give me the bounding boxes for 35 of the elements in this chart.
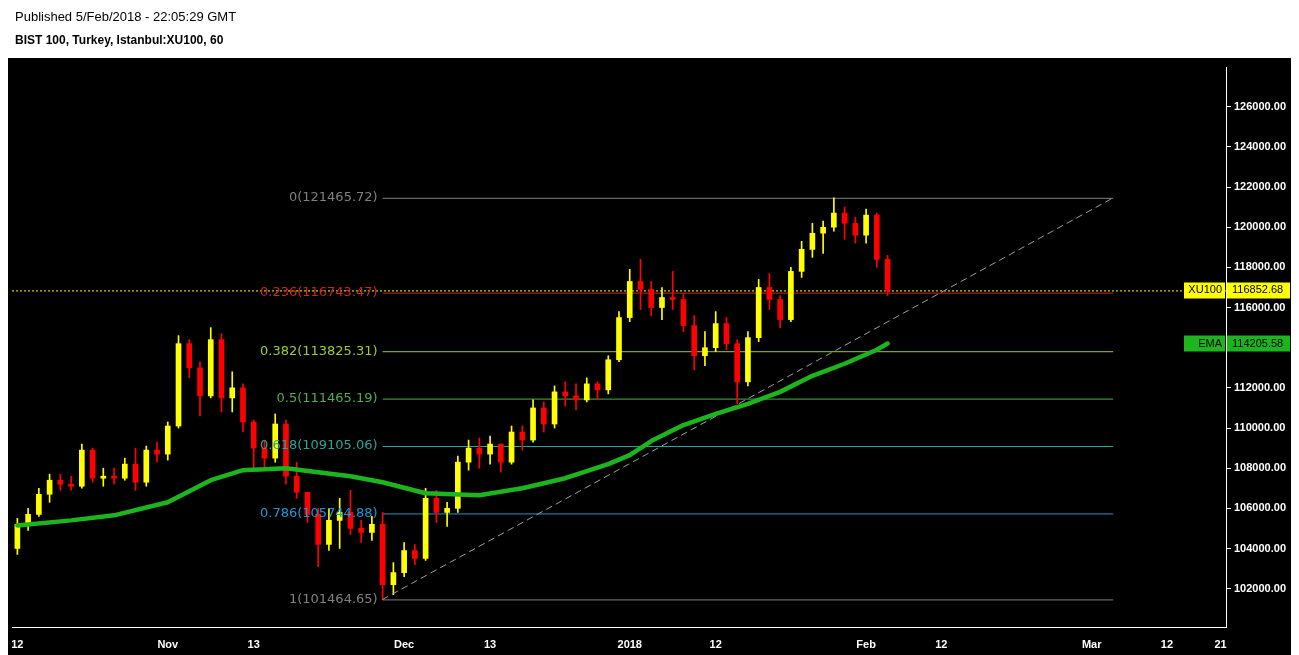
x-tick-label: 12 bbox=[1160, 638, 1174, 651]
text: XU100 bbox=[1188, 283, 1222, 296]
ref-line-label: 0.382(113825.31) bbox=[259, 342, 378, 358]
ref-line-label: 0.5(111465.19) bbox=[276, 389, 378, 405]
y-tick-label: 104000.00 bbox=[1234, 541, 1286, 554]
ref-line-label: 1(101464.65) bbox=[288, 590, 378, 606]
y-tick-label: 124000.00 bbox=[1234, 139, 1286, 152]
y-tick-label: 120000.00 bbox=[1234, 220, 1286, 233]
text: 116852.68 bbox=[1232, 283, 1284, 296]
y-tick-label: 116000.00 bbox=[1234, 300, 1286, 313]
x-tick-label: 13 bbox=[483, 638, 497, 651]
x-tick-label: 12 bbox=[709, 638, 722, 651]
y-tick-label: 106000.00 bbox=[1234, 501, 1286, 514]
x-tick-label: Dec bbox=[394, 638, 415, 651]
x-tick-label: 12 bbox=[11, 638, 24, 651]
y-tick-label: 112000.00 bbox=[1234, 380, 1286, 393]
ref-line-label: 0(121465.72) bbox=[288, 189, 378, 205]
x-tick-label: Mar bbox=[1081, 638, 1103, 651]
x-tick-label: Feb bbox=[856, 638, 877, 651]
x-tick-label: Nov bbox=[157, 638, 180, 651]
chart-title: BIST 100, Turkey, Istanbul:XU100, 60 bbox=[15, 32, 225, 49]
y-tick-label: 108000.00 bbox=[1234, 461, 1286, 474]
y-tick-label: 110000.00 bbox=[1234, 421, 1286, 434]
x-tick-label: 21 bbox=[1214, 638, 1227, 651]
ref-line-label: 0.236(116743.47) bbox=[259, 283, 378, 299]
text: 114205.58 bbox=[1232, 336, 1284, 349]
chart-subtitle: Published 5/Feb/2018 - 22:05:29 GMT bbox=[15, 8, 238, 26]
text: EMA bbox=[1198, 336, 1223, 349]
y-tick-label: 118000.00 bbox=[1234, 260, 1286, 273]
x-tick-label: 12 bbox=[935, 638, 948, 651]
y-tick-label: 102000.00 bbox=[1234, 581, 1286, 594]
x-tick-label: 13 bbox=[247, 638, 260, 651]
x-tick-label: 2018 bbox=[617, 638, 642, 651]
y-tick-label: 122000.00 bbox=[1234, 180, 1286, 193]
y-tick-label: 126000.00 bbox=[1234, 99, 1286, 112]
